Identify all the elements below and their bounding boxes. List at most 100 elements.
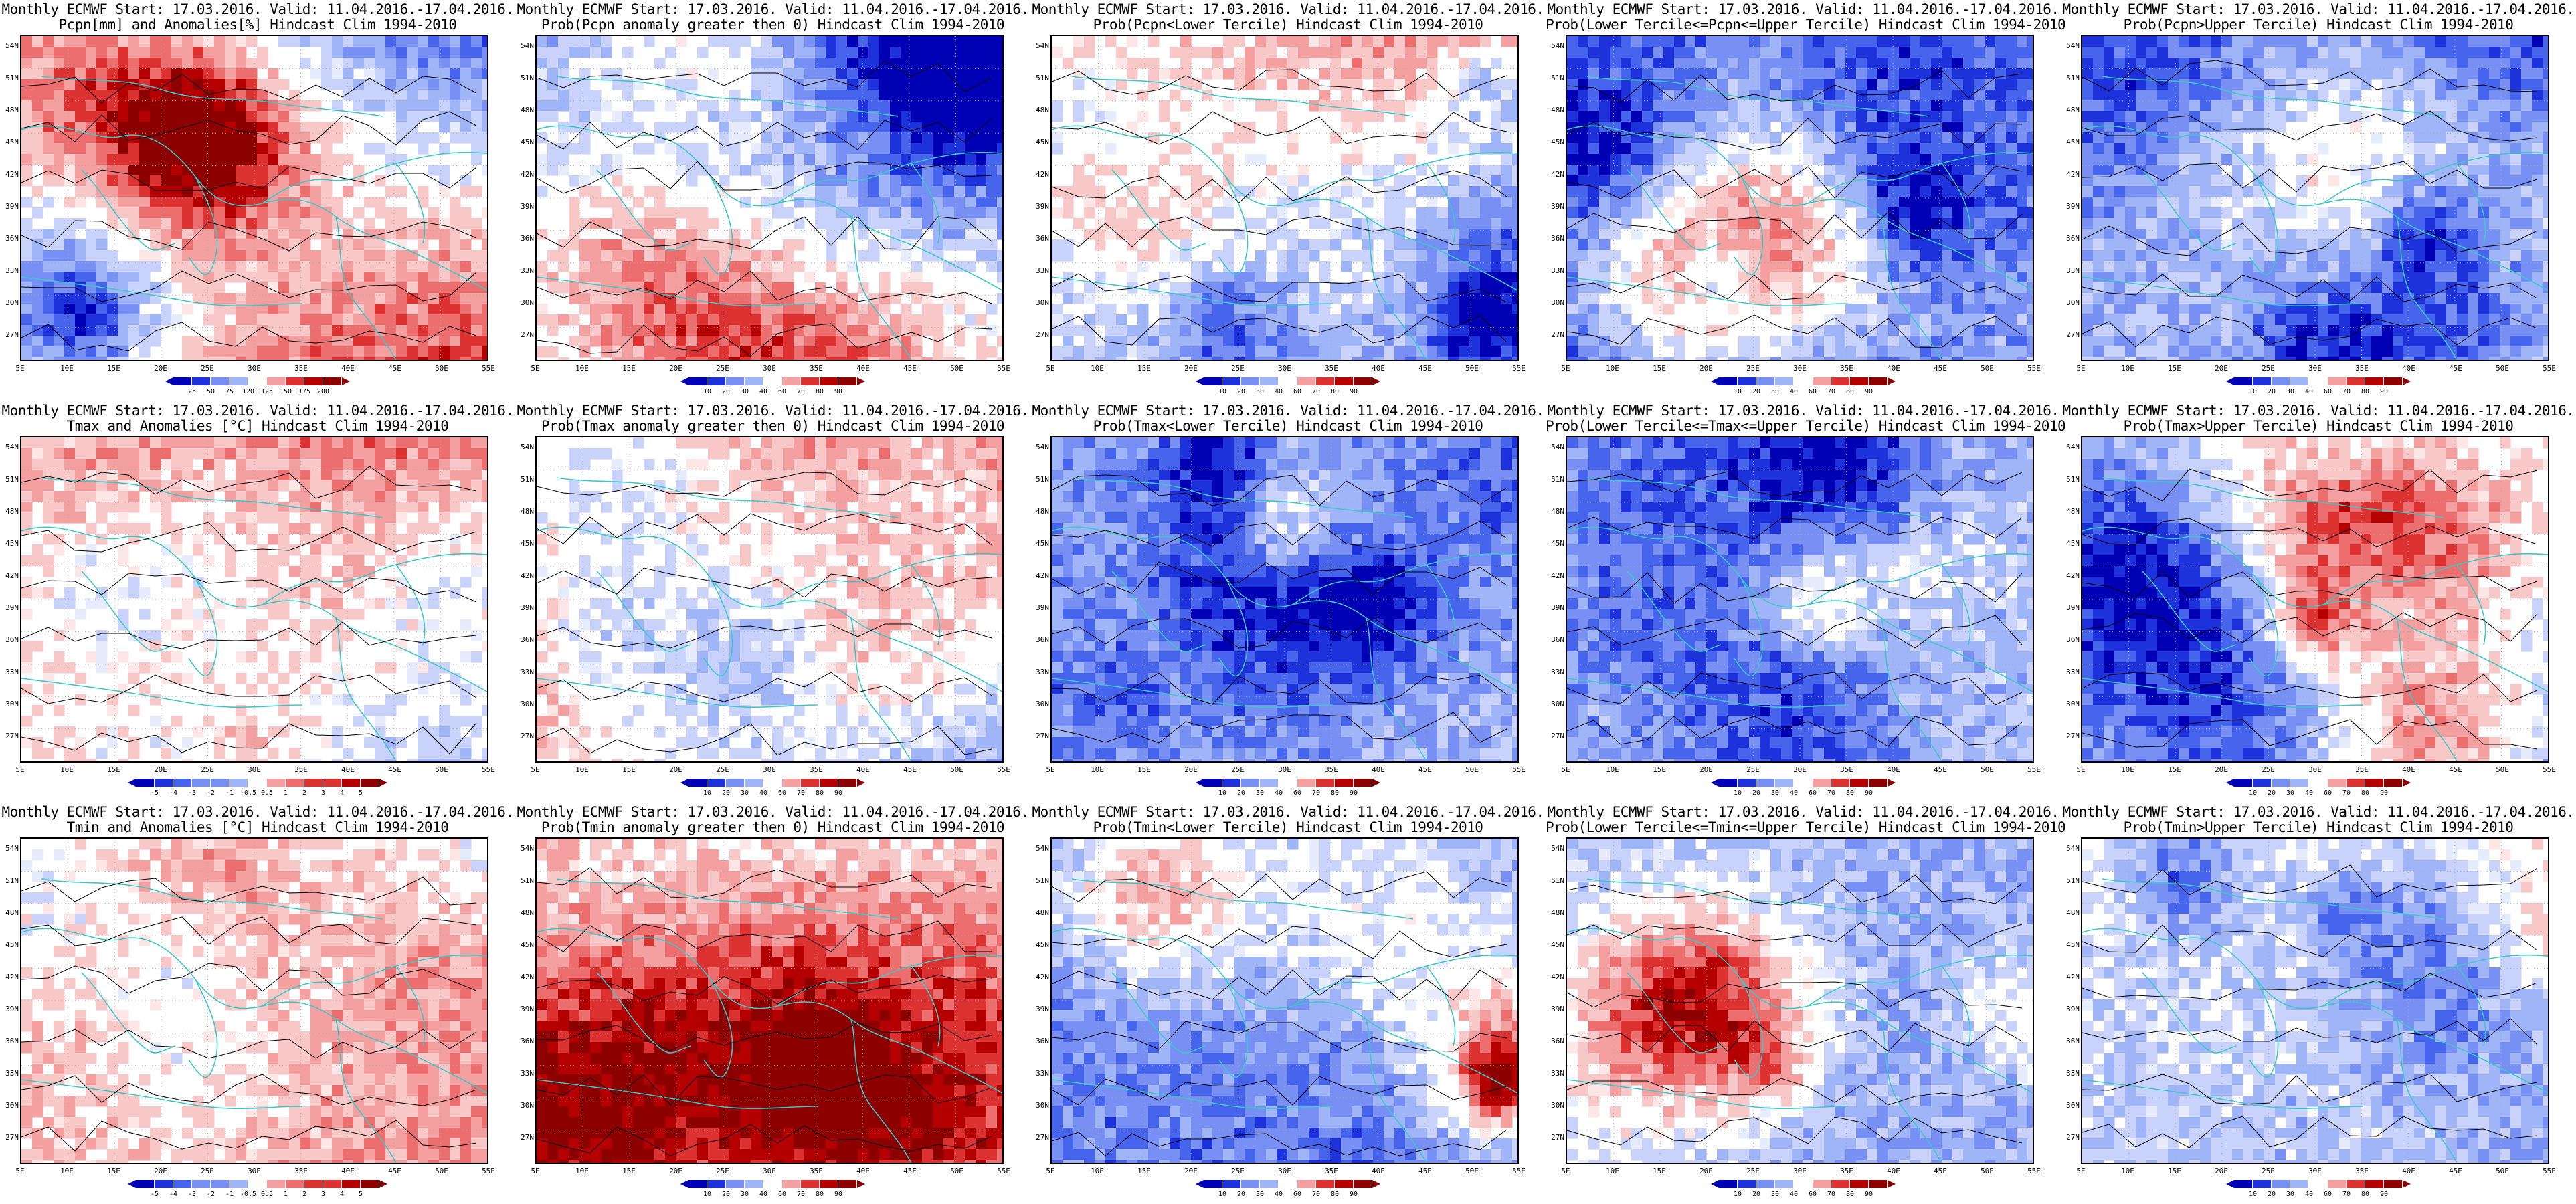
longitude-tick-label: 5E <box>15 364 25 373</box>
colorbar-swatch <box>1869 779 1888 787</box>
colorbar: 10 20 30 40 60 70 80 90 <box>1711 377 1896 395</box>
latitude-tick-label: 54N <box>5 41 19 50</box>
colorbar-arrow-right <box>379 1180 387 1188</box>
latitude-tick-label: 51N <box>1551 74 1564 82</box>
colorbar-swatch <box>688 779 707 787</box>
forecast-map <box>20 837 488 1164</box>
colorbar-swatch <box>2272 377 2290 385</box>
map-panel: Monthly ECMWF Start: 17.03.2016. Valid: … <box>2061 0 2576 401</box>
colorbar: 10 20 30 40 60 70 80 90 <box>680 377 865 395</box>
colorbar-swatch <box>1756 779 1775 787</box>
colorbar-tick-label: 20 <box>721 1191 731 1198</box>
longitude-tick-label: 35E <box>2355 364 2369 373</box>
longitude-tick-label: 35E <box>1840 364 1853 373</box>
colorbar-swatch <box>1241 1180 1260 1188</box>
colorbar-tick-label: 60 <box>1808 789 1817 797</box>
latitude-tick-label: 42N <box>521 170 534 179</box>
longitude-tick-label: 50E <box>1981 364 1994 373</box>
colorbar-tick-label: 40 <box>1789 1191 1799 1198</box>
panel-title-line1: Monthly ECMWF Start: 17.03.2016. Valid: … <box>1547 804 2059 820</box>
map-panel: Monthly ECMWF Start: 17.03.2016. Valid: … <box>0 401 515 803</box>
forecast-map <box>2081 837 2549 1164</box>
latitude-tick-label: 30N <box>2066 298 2080 307</box>
latitude-tick-label: 51N <box>521 475 534 484</box>
colorbar-swatch <box>1241 377 1260 385</box>
longitude-tick-label: 55E <box>2027 364 2041 373</box>
longitude-tick-label: 30E <box>248 765 261 774</box>
colorbar-swatch <box>155 779 173 787</box>
colorbar-swatch <box>1297 377 1316 385</box>
colorbar-swatch <box>1297 1180 1316 1188</box>
latitude-tick-label: 48N <box>1036 507 1049 516</box>
latitude-tick-label: 51N <box>1036 475 1049 484</box>
colorbar-swatch <box>2384 779 2403 787</box>
forecast-map <box>1566 35 2034 361</box>
longitude-tick-label: 55E <box>2543 1167 2556 1175</box>
latitude-tick-label: 54N <box>1036 844 1049 853</box>
longitude-tick-label: 50E <box>2496 1167 2509 1175</box>
colorbar-tick-label: 10 <box>2248 789 2258 797</box>
forecast-map <box>2081 436 2549 763</box>
panel-title-line1: Monthly ECMWF Start: 17.03.2016. Valid: … <box>1547 1 2059 17</box>
colorbar-tick-label: -2 <box>206 789 215 797</box>
colorbar-tick-label: 30 <box>740 789 749 797</box>
latitude-tick-label: 39N <box>521 603 534 612</box>
longitude-tick-label: 30E <box>763 765 776 774</box>
latitude-tick-label: 48N <box>2066 106 2080 114</box>
longitude-tick-label: 15E <box>107 765 120 774</box>
longitude-tick-label: 55E <box>2543 765 2556 774</box>
colorbar-arrow-left <box>1711 1180 1719 1188</box>
colorbar-tick-label: -2 <box>206 1191 215 1198</box>
longitude-tick-label: 20E <box>669 765 682 774</box>
colorbar-swatch <box>726 1180 745 1188</box>
latitude-tick-label: 48N <box>521 908 534 917</box>
colorbar-swatch <box>2328 1180 2347 1188</box>
longitude-tick-label: 40E <box>2402 364 2415 373</box>
panel-title-line1: Monthly ECMWF Start: 17.03.2016. Valid: … <box>517 403 1029 419</box>
longitude-tick-label: 45E <box>1418 364 1432 373</box>
colorbar-swatch <box>361 779 379 787</box>
colorbar-swatch <box>801 1180 820 1188</box>
colorbar-tick-label: 175 <box>298 388 311 395</box>
colorbar-swatch <box>1354 779 1372 787</box>
colorbar: 25 50 75 120 125 150 175 200 <box>165 377 350 395</box>
colorbar-tick-label: -3 <box>187 789 197 797</box>
longitude-tick-label: 40E <box>1887 765 1900 774</box>
colorbar-swatch <box>1794 377 1813 385</box>
longitude-tick-label: 45E <box>388 765 401 774</box>
panel-title-line2: Prob(Tmax anomaly greater then 0) Hindca… <box>541 418 1005 434</box>
colorbar-tick-label: 90 <box>1864 789 1873 797</box>
longitude-tick-label: 20E <box>1184 765 1198 774</box>
latitude-tick-label: 42N <box>521 571 534 580</box>
colorbar-tick-label: 40 <box>759 789 768 797</box>
map-panel: Monthly ECMWF Start: 17.03.2016. Valid: … <box>1030 803 1546 1204</box>
colorbar-swatch <box>1775 779 1794 787</box>
longitude-tick-label: 40E <box>341 765 355 774</box>
longitude-tick-label: 5E <box>531 765 540 774</box>
longitude-tick-label: 35E <box>294 1167 308 1175</box>
longitude-tick-label: 50E <box>950 765 963 774</box>
colorbar-swatch <box>342 779 361 787</box>
colorbar-arrow-right <box>379 779 387 787</box>
longitude-tick-label: 5E <box>2076 364 2086 373</box>
latitude-tick-label: 27N <box>2066 1133 2080 1142</box>
latitude-tick-label: 45N <box>521 539 534 548</box>
colorbar-swatch <box>229 377 248 385</box>
longitude-tick-label: 50E <box>1465 1167 1479 1175</box>
panel-title-line2: Prob(Pcpn>Upper Tercile) Hindcast Clim 1… <box>2123 17 2514 33</box>
longitude-tick-label: 35E <box>810 364 823 373</box>
colorbar-tick-label: 4 <box>339 789 345 797</box>
longitude-tick-label: 5E <box>2076 765 2086 774</box>
latitude-tick-label: 51N <box>521 74 534 82</box>
colorbar-swatch <box>1719 377 1738 385</box>
longitude-tick-label: 55E <box>2027 1167 2041 1175</box>
colorbar-tick-label: 90 <box>2379 789 2389 797</box>
latitude-tick-label: 48N <box>1551 106 1564 114</box>
colorbar-swatch <box>304 779 323 787</box>
longitude-tick-label: 55E <box>482 364 495 373</box>
latitude-tick-label: 45N <box>5 138 19 146</box>
latitude-tick-label: 48N <box>5 908 19 917</box>
colorbar-swatch <box>1756 1180 1775 1188</box>
longitude-tick-label: 15E <box>1137 1167 1151 1175</box>
colorbar-tick-label: 60 <box>2323 1191 2332 1198</box>
